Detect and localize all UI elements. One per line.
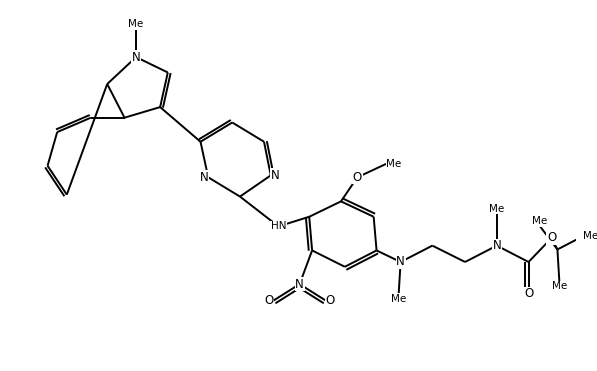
Text: N: N	[271, 169, 279, 182]
Text: Me: Me	[583, 231, 597, 241]
Text: Me: Me	[533, 216, 547, 226]
Text: O: O	[524, 287, 533, 300]
Text: N: N	[199, 171, 208, 184]
Text: O: O	[547, 232, 556, 244]
Text: N: N	[396, 256, 405, 269]
Text: HN: HN	[270, 221, 286, 232]
Text: O: O	[325, 294, 335, 307]
Text: N: N	[296, 278, 304, 290]
Text: Me: Me	[386, 159, 401, 169]
Text: N: N	[132, 50, 140, 63]
Text: Me: Me	[489, 204, 504, 214]
Text: N: N	[493, 239, 501, 252]
Text: Me: Me	[128, 19, 144, 29]
Text: Me: Me	[391, 294, 407, 304]
Text: O: O	[353, 171, 362, 184]
Text: Me: Me	[552, 281, 567, 291]
Text: O: O	[264, 294, 273, 307]
